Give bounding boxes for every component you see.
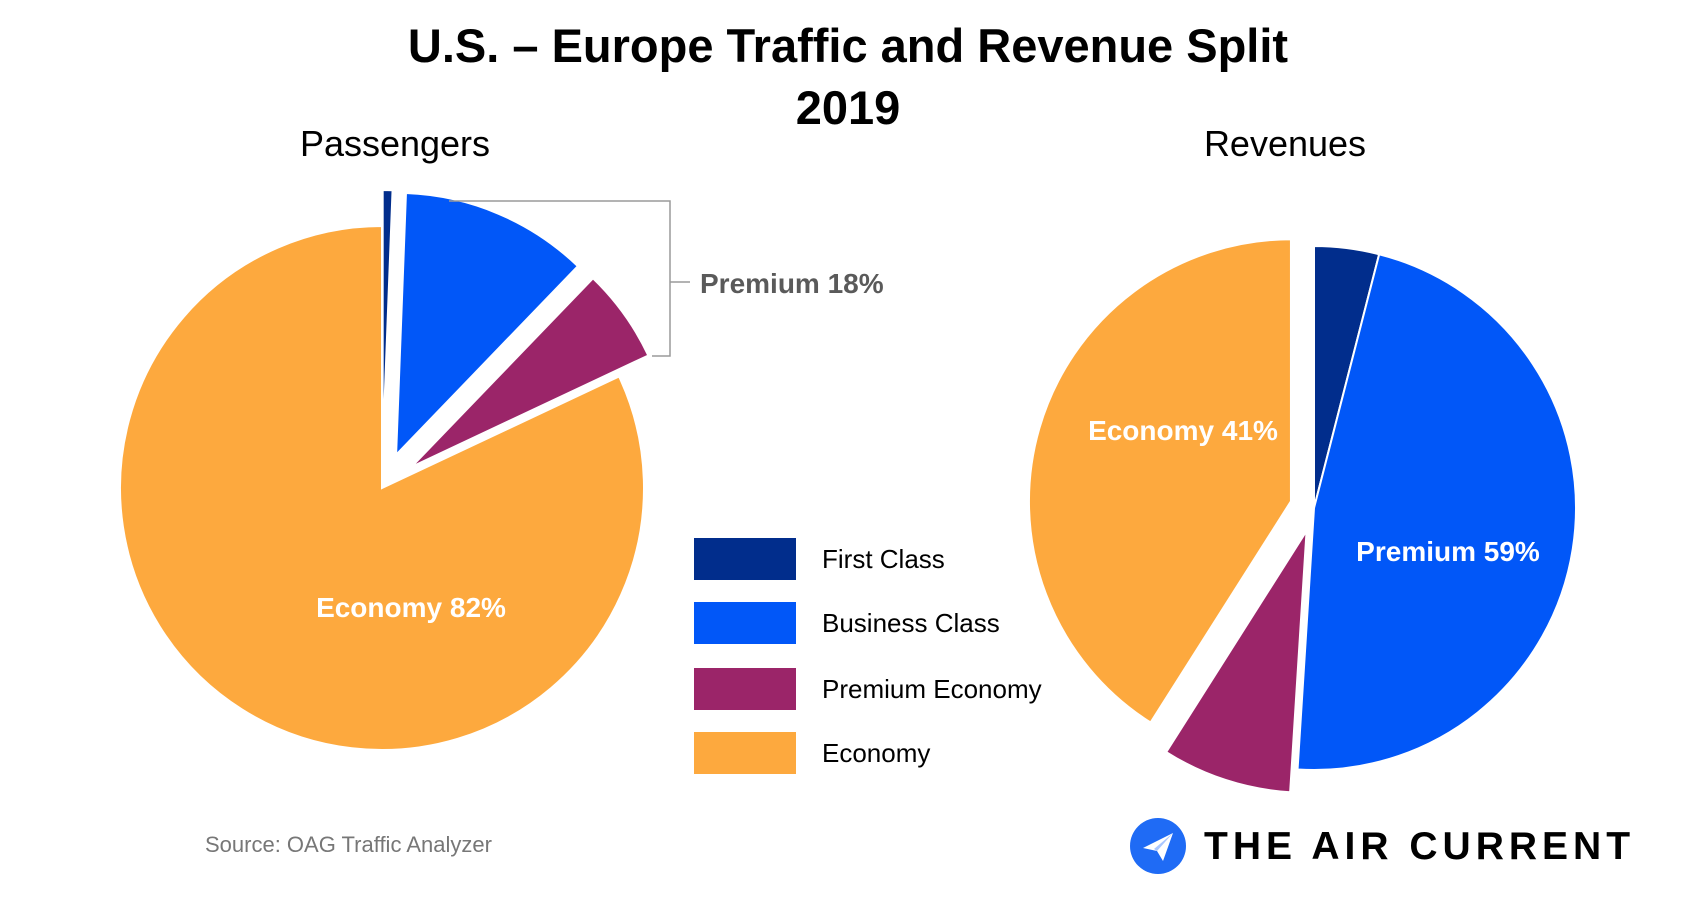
legend-item-premium-economy: Premium Economy	[694, 668, 1094, 710]
legend-item-economy: Economy	[694, 732, 1094, 774]
legend-swatch-economy	[694, 732, 796, 774]
chart-title: U.S. – Europe Traffic and Revenue Split	[407, 19, 1289, 72]
passengers-chart-title: Passengers	[299, 123, 491, 164]
revenues-slice-economy	[1027, 238, 1292, 724]
premium-callout	[449, 200, 690, 357]
revenues-pie	[1027, 238, 1578, 794]
source-note: Source: OAG Traffic Analyzer	[205, 832, 492, 857]
passengers-slice-business-class	[394, 192, 580, 458]
passengers-pie	[119, 189, 650, 751]
legend-label-economy: Economy	[822, 738, 931, 768]
revenues-chart-title: Revenues	[1203, 123, 1367, 164]
revenues-slice-premium-economy	[1164, 530, 1308, 794]
legend-swatch-business-class	[694, 602, 796, 644]
brand[interactable]: THE AIR CURRENT	[1130, 818, 1630, 876]
legend-item-business-class: Business Class	[694, 602, 1094, 644]
revenues-economy-label: Economy 41%	[1088, 415, 1278, 446]
passengers-slice-economy	[119, 224, 645, 751]
passengers-economy-label: Economy 82%	[316, 592, 506, 623]
legend-label-business-class: Business Class	[822, 608, 1000, 638]
passengers-premium-label: Premium 18%	[700, 268, 884, 299]
revenues-premium-label: Premium 59%	[1356, 536, 1540, 567]
callout-bracket	[449, 200, 671, 357]
chart-year: 2019	[795, 81, 901, 134]
revenues-slice-business-class	[1296, 253, 1578, 771]
legend-label-premium-economy: Premium Economy	[822, 674, 1042, 704]
brand-name: THE AIR CURRENT	[1204, 825, 1636, 868]
legend-swatch-premium-economy	[694, 668, 796, 710]
paper-plane-icon	[1130, 818, 1186, 874]
legend-swatch-first-class	[694, 538, 796, 580]
passengers-slice-premium-economy	[410, 276, 650, 468]
legend-label-first-class: First Class	[822, 544, 945, 574]
legend-item-first-class: First Class	[694, 538, 1094, 580]
passengers-slice-first-class	[381, 189, 394, 453]
